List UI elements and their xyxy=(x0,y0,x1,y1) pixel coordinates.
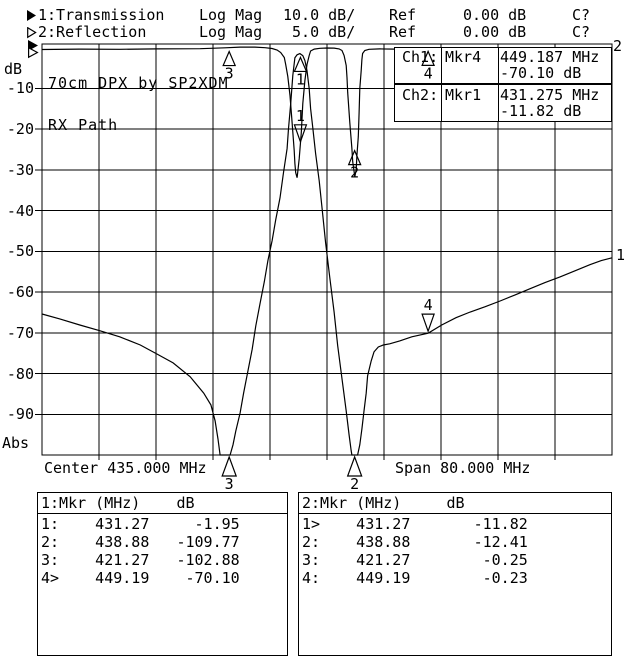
y-axis-unit-label: dB xyxy=(4,60,23,78)
readout-ch2-level: -11.82 dB xyxy=(500,102,582,120)
marker-table-ch2-row: 1> 431.27 -11.82 xyxy=(302,515,528,533)
readout-box-ch1: Ch1: Mkr4 449.187 MHz -70.10 dB xyxy=(394,47,612,84)
title-annotation-line1: 70cm DPX by SP2XDM xyxy=(48,74,229,92)
trace1-format[interactable]: Log Mag xyxy=(199,6,263,24)
trace1-label[interactable]: 1:Transmission xyxy=(38,6,165,24)
marker-table-ch2-header: 2:Mkr (MHz) dB xyxy=(302,494,465,512)
marker-table-ch1-row: 4> 449.19 -70.10 xyxy=(41,569,240,587)
trace2-ref-value[interactable]: 0.00 dB xyxy=(463,23,527,41)
readout-ch2-channel: Ch2: xyxy=(402,86,439,104)
readout-ch1-freq: 449.187 MHz xyxy=(500,48,600,66)
readout-ch1-channel: Ch1: xyxy=(402,48,439,66)
y-axis-tick-label: -50 xyxy=(6,242,34,261)
trace2-cal-status: C? xyxy=(572,23,591,41)
readout-ch2-marker: Mkr1 xyxy=(445,86,482,104)
marker-table-ch1-separator xyxy=(38,513,287,514)
y-axis-tick-label: -60 xyxy=(6,283,34,301)
readout-box-ch2: Ch2: Mkr1 431.275 MHz -11.82 dB xyxy=(394,84,612,122)
center-frequency-label[interactable]: Center 435.000 MHz xyxy=(44,459,207,477)
y-axis-tick-label: -20 xyxy=(6,120,34,138)
marker-table-ch2: 2:Mkr (MHz) dB 1> 431.27 -11.82 2: 438.8… xyxy=(298,492,612,656)
marker-table-ch1-row: 1: 431.27 -1.95 xyxy=(41,515,240,533)
trace2-edge-label: 2 xyxy=(613,37,623,55)
trace2-scale[interactable]: 5.0 dB/ xyxy=(283,23,356,41)
marker-table-ch2-separator xyxy=(299,513,611,514)
y-axis-tick-label: -80 xyxy=(6,364,34,383)
trace2-format[interactable]: Log Mag xyxy=(199,23,263,41)
marker-table-ch1: 1:Mkr (MHz) dB 1: 431.27 -1.95 2: 438.88… xyxy=(37,492,288,656)
marker-table-ch2-row: 4: 449.19 -0.23 xyxy=(302,569,528,587)
trace1-active-arrow-icon[interactable] xyxy=(27,8,37,21)
y-axis-tick-label: -10 xyxy=(6,79,34,98)
trace1-cal-status: C? xyxy=(572,6,591,24)
trace1-edge-label: 1 xyxy=(616,246,626,264)
readout-box-ch1-divider2 xyxy=(498,48,499,83)
y-axis-bottom-label: Abs xyxy=(2,434,30,452)
readout-ch2-freq: 431.275 MHz xyxy=(500,86,600,104)
trace2-ref-label: Ref xyxy=(389,23,417,41)
trace2-active-arrow-icon[interactable] xyxy=(27,25,37,39)
marker-table-ch1-row: 2: 438.88 -109.77 xyxy=(41,533,240,551)
marker-table-ch1-row: 3: 421.27 -102.88 xyxy=(41,551,240,569)
y-axis-tick-label: -70 xyxy=(6,323,34,342)
trace1-ref-label: Ref xyxy=(389,6,417,24)
readout-ch1-marker: Mkr4 xyxy=(445,48,482,66)
span-label[interactable]: Span 80.000 MHz xyxy=(395,459,531,477)
readout-box-ch1-divider1 xyxy=(441,48,442,83)
readout-box-ch2-divider1 xyxy=(441,85,442,121)
readout-box-ch2-divider2 xyxy=(498,85,499,121)
marker-table-ch2-row: 3: 421.27 -0.25 xyxy=(302,551,528,569)
marker-table-ch1-header: 1:Mkr (MHz) dB xyxy=(41,494,195,512)
y-axis-tick-label: -90 xyxy=(6,405,34,424)
title-annotation-line2: RX Path xyxy=(48,116,119,134)
y-axis-tick-label: -40 xyxy=(6,201,34,220)
readout-ch1-level: -70.10 dB xyxy=(500,64,582,82)
y-axis-tick-label: -30 xyxy=(6,160,34,179)
trace2-label[interactable]: 2:Reflection xyxy=(38,23,147,41)
trace1-ref-value[interactable]: 0.00 dB xyxy=(463,6,527,24)
marker-table-ch2-row: 2: 438.88 -12.41 xyxy=(302,533,528,551)
title-annotation: 70cm DPX by SP2XDM RX Path xyxy=(48,48,229,160)
trace1-scale[interactable]: 10.0 dB/ xyxy=(283,6,356,24)
